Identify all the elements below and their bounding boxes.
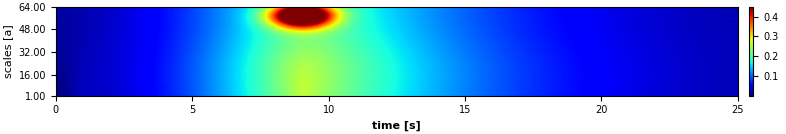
Y-axis label: scales [a]: scales [a] bbox=[3, 24, 13, 78]
X-axis label: time [s]: time [s] bbox=[373, 121, 421, 131]
